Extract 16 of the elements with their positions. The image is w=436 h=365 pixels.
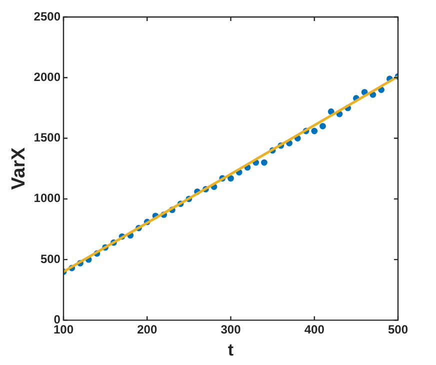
x-axis-title: t xyxy=(228,340,234,360)
y-axis-title: VarX xyxy=(8,147,30,190)
point xyxy=(320,122,326,130)
y-tick-label: 1500 xyxy=(34,130,61,145)
x-tick-label: 500 xyxy=(388,322,408,337)
point xyxy=(228,175,234,182)
x-tick-label: 400 xyxy=(304,322,325,337)
y-tick-label: 1000 xyxy=(34,191,61,206)
x-tick-label: 100 xyxy=(53,322,74,337)
point xyxy=(311,128,318,134)
x-tick-label: 200 xyxy=(137,322,158,337)
y-tick-label: 2000 xyxy=(34,70,61,84)
x-tick-label: 300 xyxy=(220,322,242,337)
y-tick-label: 500 xyxy=(40,252,61,266)
point xyxy=(261,159,268,166)
y-tick-label: 2500 xyxy=(34,9,61,24)
